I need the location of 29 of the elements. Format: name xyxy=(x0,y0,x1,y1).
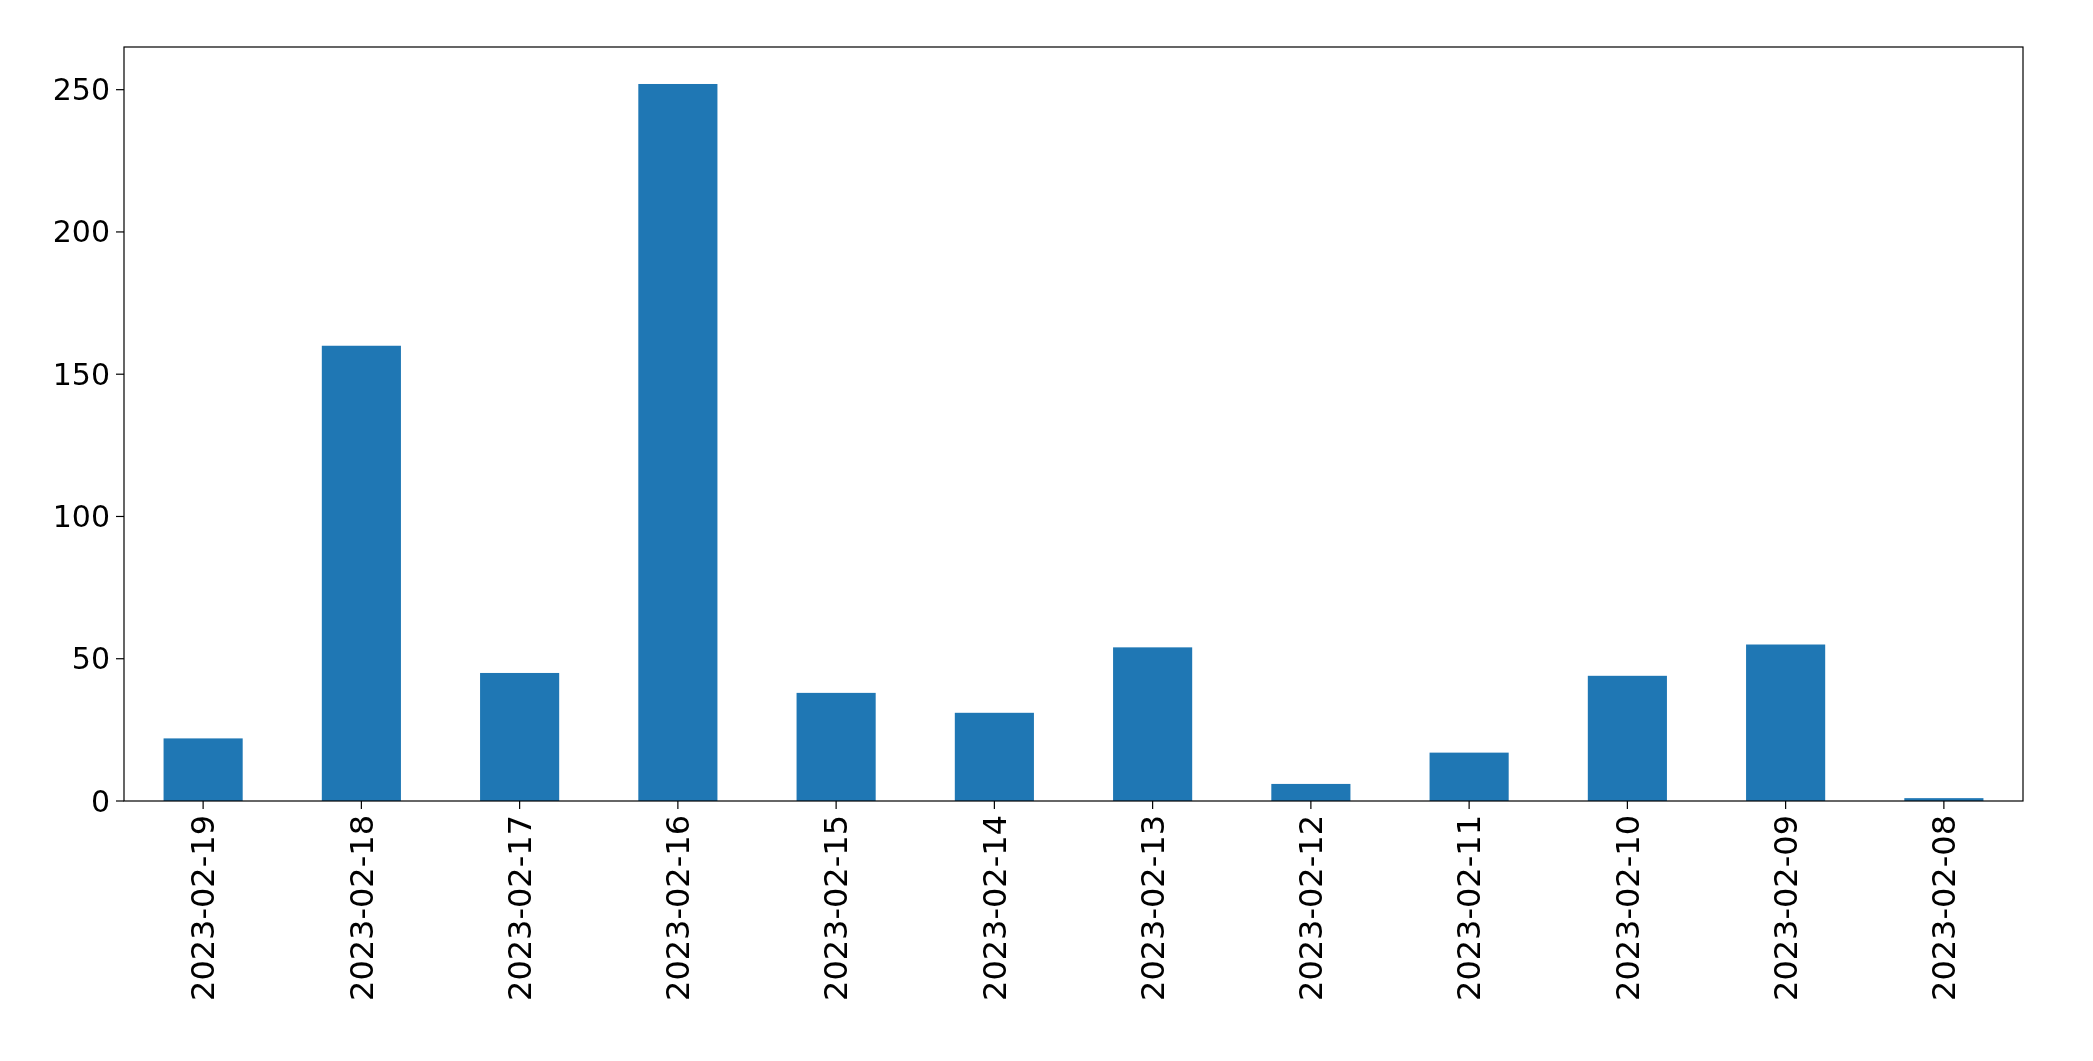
y-tick-label: 100 xyxy=(52,498,110,534)
y-tick-label: 50 xyxy=(71,641,110,677)
x-tick-label: 2023-02-11 xyxy=(1450,815,1489,1001)
x-tick-label: 2023-02-14 xyxy=(975,815,1014,1001)
x-tick-label: 2023-02-16 xyxy=(659,815,698,1001)
bar xyxy=(638,83,718,801)
x-tick-label: 2023-02-18 xyxy=(342,815,381,1001)
x-tick-label: 2023-02-12 xyxy=(1292,815,1331,1001)
x-tick-label: 2023-02-10 xyxy=(1608,815,1647,1001)
bar xyxy=(1271,783,1351,801)
bar xyxy=(1746,644,1826,801)
x-tick-label: 2023-02-08 xyxy=(1925,815,1964,1001)
bar xyxy=(163,738,243,801)
bar xyxy=(1113,647,1193,801)
bar xyxy=(1587,675,1667,801)
x-tick-label: 2023-02-19 xyxy=(184,815,223,1001)
x-tick-label: 2023-02-13 xyxy=(1133,815,1172,1001)
y-tick-label: 250 xyxy=(52,72,110,108)
x-tick-label: 2023-02-15 xyxy=(817,815,856,1001)
y-tick-label: 200 xyxy=(52,214,110,250)
bar xyxy=(321,345,401,801)
y-tick-label: 0 xyxy=(90,783,110,819)
bar xyxy=(480,672,560,801)
bar xyxy=(796,692,876,801)
x-tick-label: 2023-02-09 xyxy=(1766,815,1805,1001)
bar xyxy=(1429,752,1509,801)
bar xyxy=(954,712,1034,801)
y-tick-label: 150 xyxy=(52,356,110,392)
x-tick-label: 2023-02-17 xyxy=(500,815,539,1001)
